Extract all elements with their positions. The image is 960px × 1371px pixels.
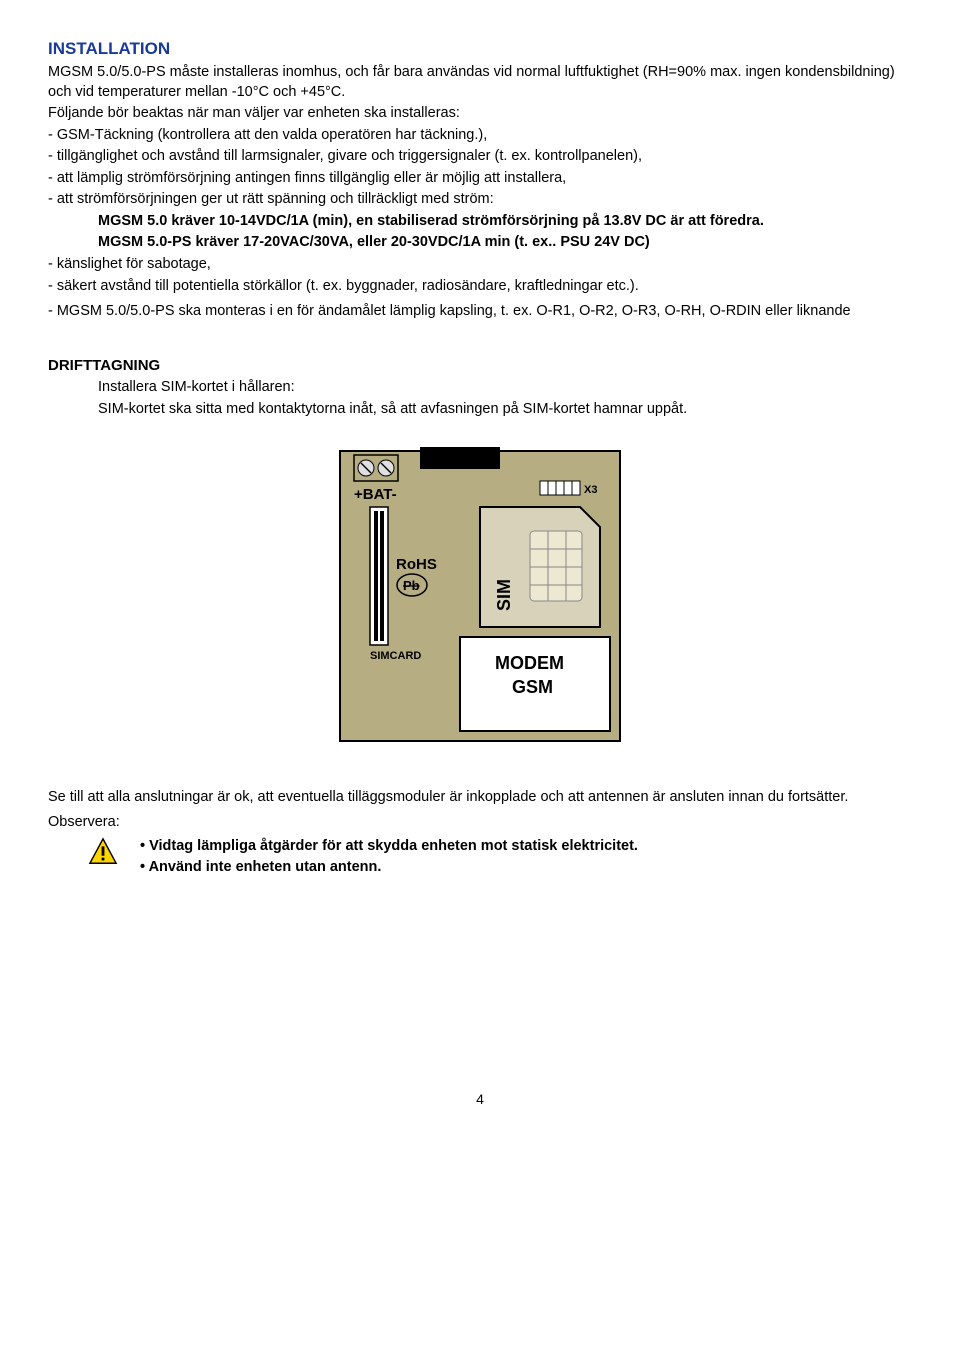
warning-item-0: Vidtag lämpliga åtgärder för att skydda …	[140, 837, 638, 857]
install-tail-0: - känslighet för sabotage,	[48, 255, 912, 275]
power-spec-1: MGSM 5.0-PS kräver 17-20VAC/30VA, eller …	[48, 233, 912, 253]
label-sim: SIM	[494, 579, 514, 611]
mount-note: - MGSM 5.0/5.0-PS ska monteras i en för …	[48, 302, 912, 322]
page-number: 4	[48, 1090, 912, 1109]
label-rohs: RoHS	[396, 556, 437, 573]
install-p-5: - att strömförsörjningen ger ut rätt spä…	[48, 190, 912, 210]
observe-label: Observera:	[48, 813, 912, 833]
heading-installation: INSTALLATION	[48, 38, 912, 61]
label-pb: Pb	[403, 578, 420, 593]
label-x3: X3	[584, 484, 597, 496]
sim-diagram: +BAT- X3 RoHS Pb SIMCARD SIM MODEM	[330, 441, 630, 751]
label-gsm: GSM	[512, 677, 553, 697]
install-tail-1: - säkert avstånd till potentiella störkä…	[48, 277, 912, 297]
warning-item-1: Använd inte enheten utan antenn.	[140, 858, 638, 878]
drift-line-0: Installera SIM-kortet i hållaren:	[48, 378, 912, 398]
label-simcard: SIMCARD	[370, 650, 421, 662]
drift-line-1: SIM-kortet ska sitta med kontaktytorna i…	[48, 400, 912, 420]
warning-icon	[88, 837, 122, 874]
warning-list: Vidtag lämpliga åtgärder för att skydda …	[122, 837, 638, 880]
install-p-3: - tillgänglighet och avstånd till larmsi…	[48, 147, 912, 167]
install-p-0: MGSM 5.0/5.0-PS måste installeras inomhu…	[48, 63, 912, 102]
label-modem: MODEM	[495, 653, 564, 673]
install-p-4: - att lämplig strömförsörjning antingen …	[48, 169, 912, 189]
sim-diagram-container: +BAT- X3 RoHS Pb SIMCARD SIM MODEM	[48, 441, 912, 758]
install-p-1: Följande bör beaktas när man väljer var …	[48, 104, 912, 124]
heading-drifttagning: DRIFTTAGNING	[48, 356, 912, 376]
after-diagram-text: Se till att alla anslutningar är ok, att…	[48, 788, 912, 808]
power-spec-0: MGSM 5.0 kräver 10-14VDC/1A (min), en st…	[48, 212, 912, 232]
install-p-2: - GSM-Täckning (kontrollera att den vald…	[48, 126, 912, 146]
label-bat: +BAT-	[354, 486, 397, 503]
